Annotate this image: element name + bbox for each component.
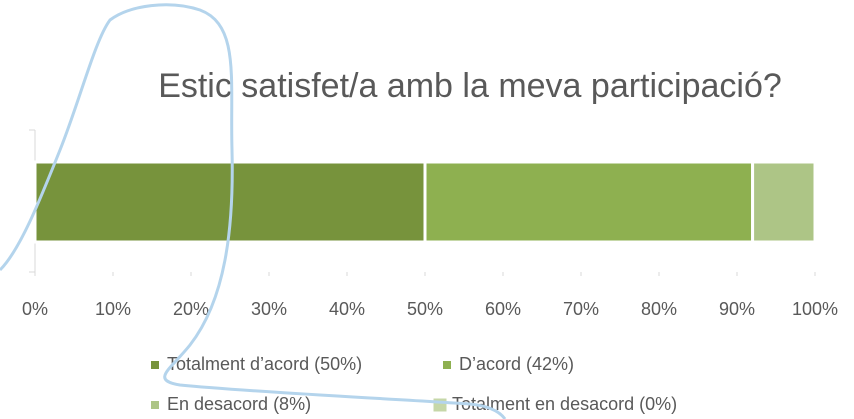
legend-marker: [151, 361, 159, 369]
chart-title: Estic satisfet/a amb la meva participaci…: [158, 67, 782, 105]
x-tick-label: 90%: [719, 299, 755, 319]
legend-marker: [443, 361, 451, 369]
x-tick-label: 100%: [792, 299, 838, 319]
bar-segment: [423, 160, 755, 244]
hand-drawn-annotation: [0, 3, 507, 419]
legend-label: Totalment d’acord (50%): [167, 354, 362, 374]
x-tick-label: 80%: [641, 299, 677, 319]
legend-label: Totalment en desacord (0%): [452, 394, 677, 414]
x-tick-label: 60%: [485, 299, 521, 319]
x-tick-label: 10%: [95, 299, 131, 319]
x-tick-label: 30%: [251, 299, 287, 319]
x-tick-label: 20%: [173, 299, 209, 319]
legend-marker: [151, 401, 159, 409]
x-tick-label: 40%: [329, 299, 365, 319]
plot-area: 0% 10% 20% 30% 40% 50% 60% 70% 80% 90% 100% Totalme…: [22, 129, 838, 414]
x-tick-label: 70%: [563, 299, 599, 319]
bar-segment: [751, 160, 817, 244]
x-tick-label: 50%: [407, 299, 443, 319]
legend-label: D’acord (42%): [459, 354, 574, 374]
x-tick-label: 0%: [22, 299, 48, 319]
legend-label: En desacord (8%): [167, 394, 311, 414]
